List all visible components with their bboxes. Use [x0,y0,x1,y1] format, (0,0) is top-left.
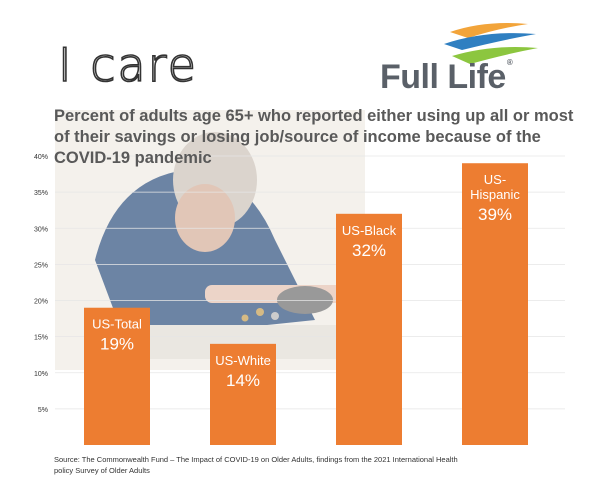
tagline-text: I care [57,37,198,93]
value-label: 19% [100,335,134,354]
y-tick-label: 30% [34,226,48,233]
logo-registered-mark: ® [506,58,513,67]
y-tick-label: 35% [34,190,48,197]
category-label: US- [484,172,506,187]
category-label: US-White [215,353,271,368]
source-note: Source: The Commonwealth Fund – The Impa… [54,455,458,475]
y-tick-label: 5% [38,407,48,414]
y-tick-label: 10% [34,371,48,378]
bar-us-white [210,343,276,445]
category-label: Hispanic [470,187,520,202]
category-label: US-Black [342,223,397,238]
full-life-logo-text: Full Life® [380,58,513,97]
value-label: 14% [226,371,260,390]
bar-us-hispanic [462,163,528,445]
full-life-logo-icon [444,23,538,64]
elderly-woman-photo [55,110,365,370]
y-tick-label: 20% [34,299,48,306]
bar-us-black [336,213,402,445]
value-label: 32% [352,241,386,260]
bar-us-total [84,307,150,445]
category-label: US-Total [92,317,142,332]
y-tick-label: 25% [34,262,48,269]
logo-name: Full Life [380,58,506,96]
chart-title: Percent of adults age 65+ who reported e… [54,107,574,167]
value-label: 39% [478,205,512,224]
y-tick-label: 15% [34,335,48,342]
y-tick-label: 40% [34,154,48,161]
